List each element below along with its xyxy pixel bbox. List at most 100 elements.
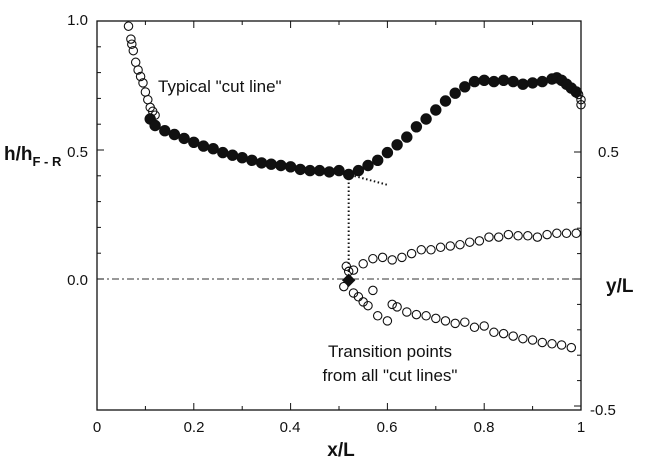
transition-point <box>426 245 436 255</box>
transition-point <box>421 311 431 321</box>
cut-line-point-filled <box>570 86 582 98</box>
transition-point <box>341 261 352 272</box>
cut-line-point-open <box>138 78 148 88</box>
x-tick-4: 0.8 <box>474 419 495 436</box>
cut-line-point-filled <box>468 75 481 88</box>
cut-line-point-filled <box>178 132 190 145</box>
x-tick-3: 0.6 <box>377 419 398 436</box>
y-axis-title-left-main: h/h <box>4 144 33 165</box>
x-axis-title: x/L <box>327 440 355 461</box>
cut-line-point-filled <box>526 77 539 89</box>
cut-line-point-filled <box>255 157 268 169</box>
transition-point <box>508 331 518 341</box>
transition-point <box>556 340 567 350</box>
cut-line-point-open <box>143 94 153 105</box>
transition-point <box>397 252 407 263</box>
cut-line-point-filled <box>439 95 452 107</box>
cut-line-point-filled <box>449 87 461 99</box>
y-tick-left-2: 1.0 <box>67 12 88 29</box>
transition-point <box>460 317 470 327</box>
transition-point <box>416 245 427 255</box>
transition-point <box>358 259 368 269</box>
cut-line-point-open <box>133 65 143 75</box>
transition-point <box>547 339 557 349</box>
cut-line-point-filled <box>197 140 210 152</box>
cut-line-point-open <box>576 100 586 110</box>
y-axis-title-right: y/L <box>606 276 634 297</box>
transition-point <box>455 239 465 250</box>
y-tick-left-0: 0.0 <box>67 272 88 289</box>
cut-line-point-filled <box>343 168 355 181</box>
cut-line-point-filled <box>149 119 161 132</box>
y-axis-title-left: h/hF - R <box>4 144 62 169</box>
cut-line-point-open <box>135 71 146 82</box>
cut-line-point-filled <box>372 154 384 167</box>
transition-point <box>431 313 441 324</box>
transition-point <box>445 241 456 251</box>
cut-line-point-filled <box>246 154 258 167</box>
transition-point <box>464 237 475 247</box>
transition-point <box>493 232 504 242</box>
x-tick-0: 0 <box>93 419 101 436</box>
transition-point <box>372 311 383 321</box>
cut-line-point-filled <box>478 74 490 87</box>
transition-point <box>435 242 446 253</box>
data-marks <box>123 21 586 353</box>
transition-point <box>387 299 397 310</box>
transition-point <box>402 307 412 317</box>
transition-point <box>484 232 494 242</box>
cut-line-point-filled <box>265 158 277 170</box>
transition-point <box>532 232 543 242</box>
transition-point <box>552 228 562 239</box>
cut-line-point-filled <box>517 78 529 90</box>
transition-point <box>474 236 485 246</box>
annotation-transition-2: from all "cut lines" <box>323 366 458 385</box>
transition-point <box>566 342 577 353</box>
cut-line-point-filled <box>313 164 326 177</box>
transition-point <box>440 316 451 326</box>
cut-line-point-filled <box>284 161 297 173</box>
y-tick-right-1: 0.5 <box>598 144 619 161</box>
transition-point <box>479 321 489 331</box>
transition-point <box>498 328 509 339</box>
annotation-cut-line: Typical "cut line" <box>158 77 282 96</box>
y-tick-left-1: 0.5 <box>67 144 88 161</box>
transition-point <box>489 327 499 338</box>
transition-point <box>387 255 397 265</box>
cut-line-point-open <box>576 94 586 105</box>
cut-line-point-open <box>140 87 151 97</box>
transition-point <box>392 302 402 312</box>
cut-line-point-filled <box>188 136 200 149</box>
x-tick-5: 1 <box>577 419 585 436</box>
cut-line-point-filled <box>226 149 239 161</box>
transition-point <box>450 318 460 329</box>
transition-point <box>377 252 388 263</box>
cut-line-point-open <box>128 45 139 56</box>
transition-point <box>513 231 523 241</box>
transition-point <box>406 248 417 259</box>
cut-line-point-filled <box>488 75 500 88</box>
cut-line-point-filled <box>236 152 248 164</box>
transition-point <box>503 229 514 240</box>
cut-line-point-open <box>573 89 584 100</box>
cut-line-point-filled <box>497 74 510 87</box>
transition-point <box>368 253 378 264</box>
cut-line-point-filled <box>304 164 316 177</box>
cut-line-point-open <box>127 39 137 49</box>
transition-point <box>537 337 548 348</box>
x-tick-2: 0.4 <box>280 419 301 436</box>
transition-point <box>363 300 373 311</box>
cut-line-point-filled <box>159 125 171 137</box>
transition-point <box>339 281 349 292</box>
y-axis-title-left-sub: F - R <box>33 154 62 169</box>
transition-point <box>518 333 528 344</box>
cut-line-point-open <box>130 57 141 68</box>
cut-line-point-filled <box>217 146 229 159</box>
transition-point <box>382 316 393 326</box>
tick-marks <box>96 20 582 410</box>
cut-line-point-filled <box>333 164 345 177</box>
cut-line-point-filled <box>294 163 306 176</box>
cut-line-point-filled <box>410 121 423 133</box>
transition-diamond-marker <box>341 273 356 287</box>
